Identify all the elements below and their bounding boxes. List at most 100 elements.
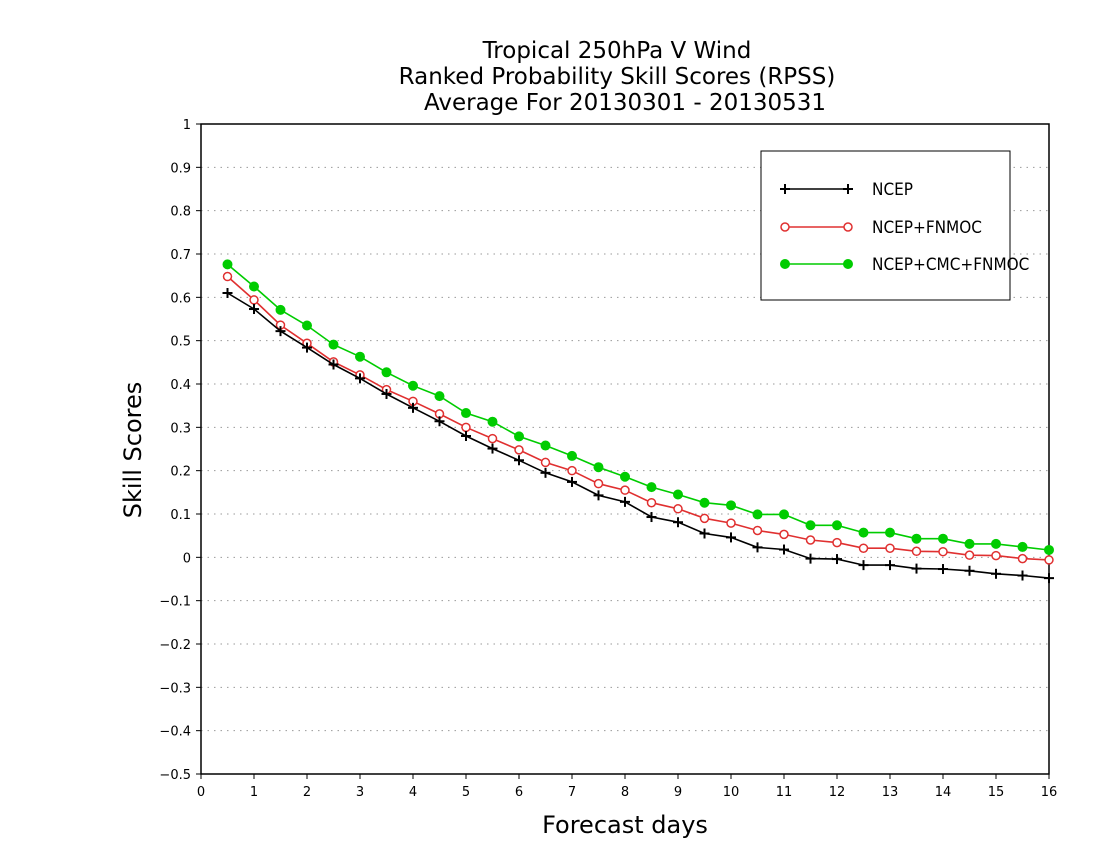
x-tick-label: 8: [621, 785, 629, 800]
data-point-ncep: [461, 431, 471, 441]
legend-marker-ncep-cmc-fnmoc: [780, 259, 790, 269]
data-point-ncep-cmc-fnmoc: [991, 538, 1001, 549]
data-point-ncep-cmc-fnmoc: [858, 527, 869, 538]
legend-label-ncep-cmc-fnmoc: NCEP+CMC+FNMOC: [872, 255, 1029, 275]
y-tick-label: −0.2: [159, 638, 191, 653]
grid-lines: [201, 166, 1049, 732]
data-point-ncep-cmc-fnmoc: [1044, 544, 1054, 555]
data-point-ncep: [964, 565, 975, 576]
data-point-ncep-fnmoc: [991, 550, 1001, 561]
data-point-ncep-fnmoc: [752, 525, 763, 536]
x-tick-label: 11: [776, 785, 793, 800]
series-ncep-fnmoc: [222, 271, 1054, 565]
y-tick-label: 1: [183, 118, 191, 133]
data-point-ncep: [1044, 573, 1054, 584]
chart-title: Tropical 250hPa V Wind: [482, 38, 752, 64]
data-point-ncep-fnmoc: [540, 457, 551, 468]
data-point-ncep-cmc-fnmoc: [381, 367, 392, 378]
data-point-ncep-cmc-fnmoc: [514, 431, 524, 442]
data-point-ncep-cmc-fnmoc: [779, 509, 789, 520]
legend-marker-ncep-cmc-fnmoc: [843, 259, 853, 269]
data-point-ncep-fnmoc: [461, 422, 471, 433]
data-series: [222, 259, 1054, 584]
data-point-ncep: [222, 288, 233, 298]
data-point-ncep: [381, 388, 392, 399]
y-tick-label: 0.8: [170, 205, 191, 220]
data-point-ncep-cmc-fnmoc: [752, 509, 763, 520]
data-point-ncep: [540, 467, 551, 478]
x-tick-label: 15: [988, 785, 1005, 800]
data-point-ncep: [434, 416, 445, 427]
data-point-ncep: [355, 373, 365, 384]
y-axis-label: Skill Scores: [119, 382, 147, 519]
data-point-ncep-cmc-fnmoc: [699, 497, 710, 508]
chart-subtitle-date-range: Average For 20130301 - 20130531: [424, 90, 826, 116]
data-point-ncep-fnmoc: [593, 478, 604, 489]
legend-label-ncep-fnmoc: NCEP+FNMOC: [872, 218, 982, 238]
data-point-ncep-fnmoc: [805, 535, 816, 545]
data-point-ncep-cmc-fnmoc: [620, 471, 630, 482]
data-point-ncep: [805, 553, 816, 564]
data-point-ncep-fnmoc: [699, 513, 710, 524]
data-point-ncep: [593, 490, 604, 501]
y-tick-label: 0.7: [170, 248, 191, 263]
data-point-ncep-cmc-fnmoc: [885, 527, 895, 538]
data-point-ncep-fnmoc: [726, 518, 736, 528]
x-tick-label: 0: [197, 785, 205, 800]
data-point-ncep-fnmoc: [911, 546, 922, 557]
data-point-ncep-cmc-fnmoc: [222, 259, 233, 270]
data-point-ncep-fnmoc: [1017, 553, 1028, 564]
legend-marker-ncep-fnmoc: [843, 222, 853, 232]
series-line-ncep: [227, 292, 1050, 579]
data-point-ncep-fnmoc: [249, 295, 259, 305]
data-point-ncep-fnmoc: [620, 485, 630, 495]
data-point-ncep: [779, 544, 789, 555]
legend-item-ncep: NCEP: [780, 180, 913, 200]
x-tick-label: 10: [723, 785, 740, 800]
data-point-ncep-fnmoc: [858, 543, 869, 553]
data-point-ncep-cmc-fnmoc: [805, 520, 816, 531]
x-tick-label: 6: [515, 785, 523, 800]
data-point-ncep: [726, 532, 736, 543]
x-tick-label: 4: [409, 785, 417, 800]
legend-marker-ncep-fnmoc: [780, 222, 790, 232]
y-tick-label: −0.1: [159, 595, 191, 610]
data-point-ncep-cmc-fnmoc: [302, 320, 312, 331]
data-point-ncep: [752, 542, 763, 553]
data-point-ncep-fnmoc: [1044, 555, 1054, 565]
data-point-ncep-fnmoc: [567, 465, 577, 476]
x-tick-label: 14: [935, 785, 952, 800]
y-tick-label: −0.3: [159, 681, 191, 696]
data-point-ncep-fnmoc: [673, 504, 683, 514]
data-point-ncep: [858, 560, 869, 571]
legend-label-ncep: NCEP: [872, 180, 913, 200]
y-tick-label: 0.6: [170, 291, 191, 306]
data-point-ncep-cmc-fnmoc: [1017, 541, 1028, 552]
data-point-ncep-cmc-fnmoc: [487, 416, 498, 427]
data-point-ncep: [487, 443, 498, 454]
series-line-ncep-fnmoc: [226, 275, 1050, 561]
data-point-ncep-cmc-fnmoc: [964, 538, 975, 549]
legend-box: [760, 150, 1011, 301]
y-tick-label: 0.2: [170, 465, 191, 480]
y-tick-label: 0: [183, 551, 191, 566]
data-point-ncep-cmc-fnmoc: [593, 462, 604, 473]
data-point-ncep-fnmoc: [885, 543, 895, 553]
y-tick-label: 0.1: [170, 508, 191, 523]
data-point-ncep-cmc-fnmoc: [408, 380, 418, 391]
data-point-ncep-fnmoc: [514, 445, 524, 455]
data-point-ncep-fnmoc: [222, 271, 233, 282]
series-ncep: [222, 288, 1054, 584]
data-point-ncep-fnmoc: [487, 433, 498, 444]
y-tick-label: 0.9: [170, 161, 191, 176]
data-point-ncep-fnmoc: [938, 546, 948, 557]
data-point-ncep-fnmoc: [779, 529, 789, 540]
data-point-ncep-cmc-fnmoc: [673, 489, 683, 500]
series-ncep-cmc-fnmoc: [222, 259, 1054, 555]
data-point-ncep-cmc-fnmoc: [646, 482, 657, 493]
data-point-ncep: [832, 554, 842, 565]
data-point-ncep: [514, 455, 524, 466]
legend-item-ncep-fnmoc: NCEP+FNMOC: [780, 218, 982, 238]
data-point-ncep: [249, 304, 259, 315]
data-point-ncep-cmc-fnmoc: [328, 339, 339, 350]
